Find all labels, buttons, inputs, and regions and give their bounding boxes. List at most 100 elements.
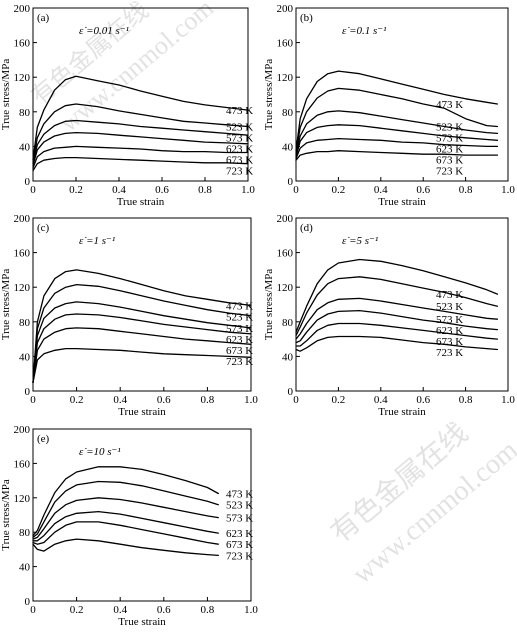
series-label: 573 K [226, 323, 253, 335]
x-tick-label: 0 [30, 604, 36, 616]
series-line-723k [32, 347, 252, 384]
series-line-673k [32, 327, 252, 384]
y-tick-label: 200 [277, 3, 294, 15]
y-tick-label: 80 [19, 107, 31, 119]
x-tick-label: 0.6 [155, 184, 169, 196]
series-line-573k [295, 110, 499, 156]
x-tick-label: 1.0 [501, 184, 515, 196]
x-tick-label: 0.6 [416, 184, 430, 196]
series-label: 623 K [436, 325, 463, 337]
x-tick-label: 0.4 [374, 184, 388, 196]
series-label: 673 K [226, 539, 253, 551]
series-line-573k [32, 497, 219, 540]
series-line-523k [295, 87, 499, 154]
plot-frame [32, 217, 252, 392]
x-tick-label: 0.8 [459, 184, 473, 196]
series-line-623k [32, 131, 249, 167]
plot-frame [295, 217, 509, 392]
series-label: 523 K [436, 122, 463, 134]
y-axis-label: True stress/MPa [0, 269, 12, 341]
x-tick-label: 0.8 [201, 394, 215, 406]
series-label: 573 K [436, 314, 463, 326]
series-label: 523 K [226, 311, 253, 323]
chart-panel-3: 0 0.2 0.4 0.6 0.8 1.0 0 40 80 120 160 200 True strai… [0, 213, 258, 418]
y-tick-label: 120 [277, 72, 294, 84]
series-label: 473 K [226, 105, 253, 117]
chart-panel-4: 0 0.2 0.4 0.6 0.8 1.0 0 40 80 120 160 200 True strai… [263, 213, 515, 418]
panel-label: (c) [37, 222, 50, 234]
y-tick-label: 80 [19, 527, 31, 539]
series-line-523k [32, 283, 252, 384]
x-tick-label: 0.6 [157, 604, 171, 616]
y-tick-label: 0 [25, 176, 31, 188]
series-line-723k [295, 335, 499, 352]
series-line-523k [295, 276, 499, 337]
x-tick-label: 0.4 [113, 604, 127, 616]
series-line-623k [32, 313, 252, 384]
series-label: 573 K [226, 133, 253, 145]
series-label: 473 K [226, 300, 253, 312]
series-label: 723 K [436, 347, 463, 359]
series-label: 723 K [226, 356, 253, 368]
x-tick-label: 0.2 [70, 394, 84, 406]
series-line-573k [295, 297, 499, 340]
series-line-573k [32, 301, 252, 384]
strain-rate-label: ε̇ =1 s⁻¹ [79, 235, 115, 247]
y-tick-label: 80 [282, 107, 294, 119]
x-axis-label: True strain [117, 196, 165, 208]
series-label: 573 K [436, 133, 463, 145]
x-tick-label: 1.0 [241, 184, 255, 196]
y-axis-label: True stress/MPa [0, 479, 12, 551]
series-label: 473 K [436, 99, 463, 111]
series-label: 673 K [436, 155, 463, 167]
series-line-673k [32, 145, 249, 169]
strain-rate-label: ε̇ =0.1 s⁻¹ [342, 25, 386, 37]
series-label: 623 K [436, 144, 463, 156]
chart-panel-2: 0 0.2 0.4 0.6 0.8 1.0 0 40 80 120 160 200 True strai… [263, 3, 515, 208]
x-tick-label: 0.8 [459, 394, 473, 406]
panel-label: (a) [37, 12, 50, 24]
x-tick-label: 1.0 [501, 394, 515, 406]
x-tick-label: 0.2 [332, 184, 346, 196]
x-tick-label: 1.0 [244, 604, 258, 616]
series-line-473k [295, 258, 499, 333]
y-tick-label: 120 [277, 282, 294, 294]
x-tick-label: 0.2 [69, 184, 83, 196]
series-label: 523 K [226, 122, 253, 134]
series-label: 723 K [436, 166, 463, 178]
series-line-673k [32, 521, 219, 545]
y-tick-label: 40 [282, 141, 294, 153]
x-tick-label: 0.4 [113, 394, 127, 406]
watermark-a: 有色金属在线 www.cnnmol.com [26, 0, 219, 138]
x-axis-label: True strain [118, 616, 166, 628]
y-tick-label: 160 [14, 38, 31, 50]
series-line-623k [295, 309, 499, 344]
series-label: 673 K [436, 336, 463, 348]
series-label: 623 K [226, 528, 253, 540]
series-line-623k [32, 510, 219, 542]
y-tick-label: 200 [14, 424, 31, 436]
strain-rate-label: ε̇ =10 s⁻¹ [79, 446, 121, 458]
series-label: 523 K [436, 301, 463, 313]
series-label: 673 K [226, 345, 253, 357]
panel-label: (e) [37, 433, 50, 445]
x-axis-label: True strain [378, 406, 426, 418]
y-axis-label: True stress/MPa [263, 269, 275, 341]
series-line-523k [32, 480, 219, 539]
y-tick-label: 160 [14, 248, 31, 260]
y-tick-label: 80 [19, 317, 31, 329]
y-tick-label: 160 [277, 248, 294, 260]
strain-rate-label: ε̇ =0.01 s⁻¹ [79, 25, 129, 37]
series-label: 523 K [226, 500, 253, 512]
y-tick-label: 40 [19, 351, 31, 363]
series-label: 723 K [226, 550, 253, 562]
y-tick-label: 200 [14, 213, 31, 225]
y-tick-label: 160 [14, 458, 31, 470]
chart-panel-1: 0 0.2 0.4 0.6 0.8 1.0 0 40 80 120 160 200 True strai… [0, 3, 255, 208]
strain-rate-label: ε̇ =5 s⁻¹ [342, 235, 378, 247]
y-tick-label: 0 [288, 386, 294, 398]
x-tick-label: 0 [30, 394, 36, 406]
series-line-723k [32, 156, 249, 172]
y-tick-label: 40 [19, 141, 31, 153]
